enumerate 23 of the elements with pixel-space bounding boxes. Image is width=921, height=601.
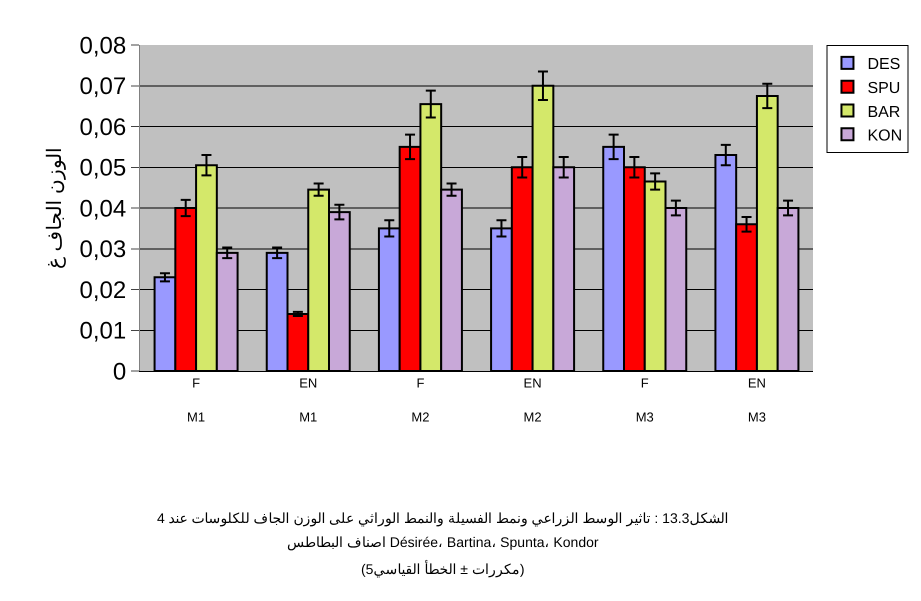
text: الشكل13.3 : تاثير الوسط الزراعي ونمط الفسيلة والنمط الوراثي على الوزن الجاف للكلوسات عند 4 xyxy=(157,510,728,527)
text: اصناف البطاطس Désirée، Bartina، Spunta، Kondor xyxy=(287,534,599,551)
legend-label: KON xyxy=(867,128,902,145)
category-label: EN M1 xyxy=(299,376,318,424)
y-tick-label: 0 xyxy=(112,358,126,386)
category-label: F M2 xyxy=(411,376,430,424)
text: (5مكررات ± الخطأ القياسي) xyxy=(361,559,524,578)
legend-label: DES xyxy=(867,56,900,74)
category-label: F M1 xyxy=(187,376,206,424)
y-tick-label: 0,02 xyxy=(79,276,126,304)
legend-label: SPU xyxy=(867,80,900,97)
y-tick-label: 0,04 xyxy=(79,195,126,222)
y-tick-label: 0,05 xyxy=(79,154,126,182)
y-tick-label: 0,03 xyxy=(79,236,126,264)
category-label: F M3 xyxy=(636,376,654,424)
y-axis-title: الوزن الجاف غ xyxy=(44,146,66,270)
y-tick-label: 0,08 xyxy=(79,32,126,60)
y-tick-label: 0,07 xyxy=(79,73,126,100)
category-label: EN M3 xyxy=(748,376,766,424)
category-label: EN M2 xyxy=(524,376,542,424)
y-tick-label: 0,06 xyxy=(79,114,126,141)
legend-label: BAR xyxy=(867,104,900,121)
y-tick-label: 0,01 xyxy=(79,318,126,345)
